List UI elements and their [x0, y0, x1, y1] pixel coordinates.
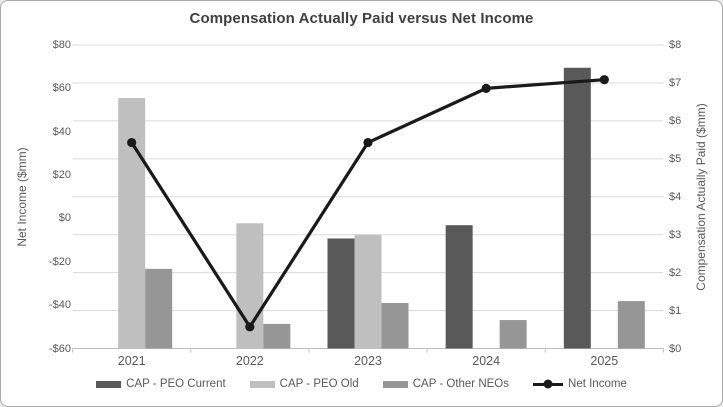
- right-axis-tick-label: $3: [669, 228, 682, 241]
- x-axis-label-2022: 2022: [235, 354, 264, 368]
- legend-marker-dot: [543, 379, 553, 389]
- right-axis-tick-label: $1: [669, 304, 682, 317]
- left-axis-tick-label: $0: [58, 212, 71, 225]
- left-axis-title: Net Income ($mm): [15, 147, 29, 247]
- left-axis-tick-label: $80: [52, 39, 71, 51]
- legend-item-net-income: Net Income: [533, 378, 627, 390]
- legend-swatch-cap-peo-old: [249, 380, 275, 388]
- left-axis-tick-label: -$60: [48, 342, 71, 355]
- right-axis-tick-label: $5: [669, 152, 682, 165]
- bar-cap-peo-current-2025: [563, 67, 591, 349]
- legend-item-cap-peo-old: CAP - PEO Old: [249, 378, 359, 390]
- x-axis-label-2024: 2024: [472, 354, 501, 368]
- right-axis-title: Compensation Actually Paid ($mm): [694, 103, 708, 291]
- x-axis-label-2025: 2025: [590, 354, 619, 368]
- left-axis-tick-label: $60: [52, 82, 71, 95]
- bar-cap-peo-current-2023: [327, 238, 355, 349]
- right-axis-tick-label: $7: [669, 76, 682, 89]
- left-axis-tick-label: -$40: [48, 299, 71, 312]
- legend-label: CAP - PEO Current: [126, 378, 226, 390]
- right-axis-tick-label: $8: [669, 39, 682, 51]
- left-axis-tick-label: -$20: [48, 255, 71, 268]
- net-income-marker-2021: [127, 137, 137, 148]
- x-axis-label-2023: 2023: [354, 354, 382, 368]
- legend-item-cap-peo-current: CAP - PEO Current: [96, 378, 226, 390]
- bar-cap-other-neos-2025: [617, 301, 645, 349]
- bar-cap-other-neos-2021: [145, 268, 173, 349]
- legend-label: CAP - Other NEOs: [412, 378, 510, 390]
- x-axis-label-2021: 2021: [117, 354, 146, 368]
- legend-line-swatch: [533, 379, 564, 389]
- bar-cap-other-neos-2022: [263, 323, 291, 349]
- bar-cap-other-neos-2023: [381, 302, 409, 349]
- legend: CAP - PEO Current CAP - PEO Old CAP - Othe…: [1, 371, 722, 397]
- left-axis-tick-label: $40: [52, 125, 71, 138]
- right-axis-tick-label: $6: [669, 114, 682, 127]
- bar-cap-other-neos-2024: [499, 320, 527, 349]
- bar-cap-peo-old-2023: [354, 234, 382, 349]
- legend-label: Net Income: [568, 378, 627, 390]
- legend-swatch-cap-peo-current: [96, 380, 122, 388]
- net-income-marker-2025: [599, 75, 609, 85]
- net-income-marker-2023: [363, 137, 373, 148]
- legend-label: CAP - PEO Old: [279, 378, 359, 390]
- net-income-marker-2022: [245, 322, 255, 332]
- legend-item-cap-other-neos: CAP - Other NEOs: [382, 378, 510, 390]
- net-income-marker-2024: [481, 83, 491, 93]
- bar-cap-peo-current-2024: [445, 225, 473, 349]
- bar-cap-peo-old-2021: [118, 98, 146, 349]
- left-axis-tick-label: $20: [52, 169, 71, 182]
- right-axis-tick-label: $2: [669, 266, 682, 279]
- right-axis-tick-label: $0: [669, 342, 682, 355]
- chart-title: Compensation Actually Paid versus Net In…: [189, 10, 534, 27]
- right-axis-tick-label: $4: [669, 190, 682, 203]
- legend-swatch-cap-other-neos: [382, 380, 408, 388]
